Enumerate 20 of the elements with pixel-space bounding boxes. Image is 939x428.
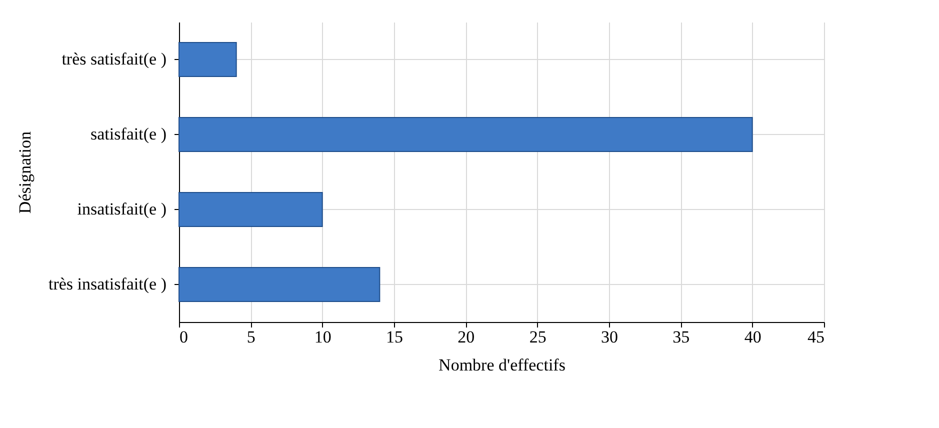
y-tick-label: très insatisfait(e ): [48, 274, 166, 294]
bar: [178, 267, 380, 302]
y-tick-label: insatisfait(e ): [77, 200, 166, 218]
bar: [178, 192, 323, 227]
x-tick-label: 10: [314, 328, 332, 346]
x-tick-label: 45: [808, 328, 824, 346]
x-tick-label: 30: [601, 328, 618, 346]
y-tick-label: très satisfait(e ): [62, 50, 166, 68]
x-tick-label: 35: [672, 328, 690, 346]
bar: [178, 42, 237, 77]
x-tick-label: 0: [180, 328, 188, 346]
x-axis-title: Nombre d'effectifs: [438, 356, 566, 374]
x-tick-label: 40: [744, 328, 762, 346]
x-tick-label: 15: [386, 328, 403, 346]
x-tick-label: 20: [458, 328, 475, 346]
y-axis-title: Désignation: [15, 130, 34, 214]
x-tick-label: 5: [246, 328, 256, 346]
bar: [178, 117, 753, 152]
y-tick-label: satisfait(e ): [90, 124, 166, 144]
x-tick-label: 25: [529, 328, 546, 346]
